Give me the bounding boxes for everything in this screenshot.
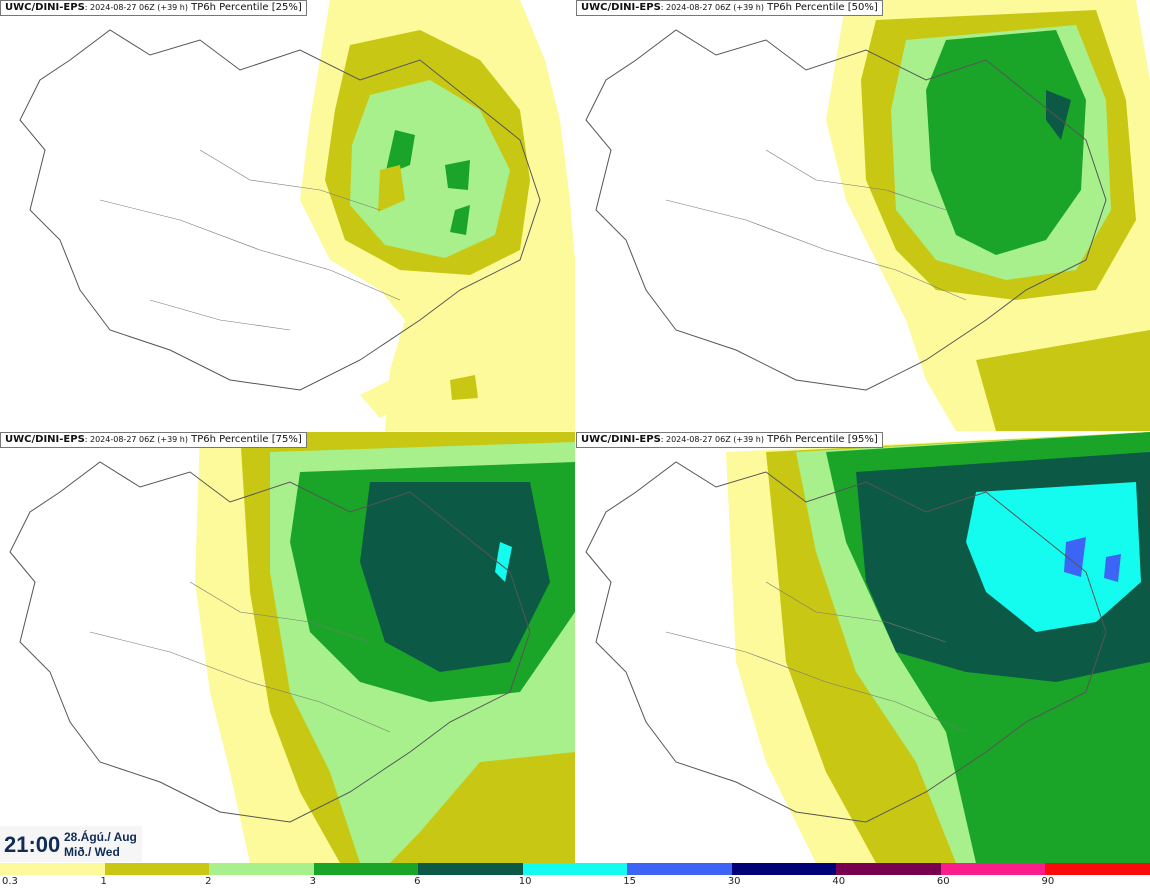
valid-hour: 21:00 <box>4 832 61 857</box>
legend-label: 90 <box>1041 876 1055 887</box>
valid-date: 28.Ágú./ Aug Mið./ Wed <box>64 830 137 860</box>
precip-map-p50 <box>585 0 1150 431</box>
legend-swatch <box>940 863 1046 875</box>
run-info: : 2024-08-27 06Z (+39 h) <box>84 435 188 444</box>
color-legend-bar <box>0 863 1150 875</box>
legend-label: 6 <box>414 876 421 887</box>
map-panel-p50: UWC/DINI-EPS: 2024-08-27 06Z (+39 h) TP6… <box>576 0 1150 431</box>
map-panel-p95: UWC/DINI-EPS: 2024-08-27 06Z (+39 h) TP6… <box>576 432 1150 863</box>
run-info: : 2024-08-27 06Z (+39 h) <box>660 435 764 444</box>
model-name: UWC/DINI-EPS <box>5 2 85 13</box>
legend-swatch <box>731 863 837 875</box>
legend-label: 15 <box>623 876 636 887</box>
product-label: TP6h Percentile [95%] <box>763 434 878 445</box>
map-panel-p75: UWC/DINI-EPS: 2024-08-27 06Z (+39 h) TP6… <box>0 432 575 863</box>
legend-label: 3 <box>309 876 316 887</box>
valid-date-line1: 28.Ágú./ Aug <box>64 830 137 844</box>
valid-time-box: 21:00 28.Ágú./ Aug Mið./ Wed <box>0 826 142 862</box>
run-info: : 2024-08-27 06Z (+39 h) <box>84 3 188 12</box>
product-label: TP6h Percentile [50%] <box>763 2 878 13</box>
legend-label: 30 <box>727 876 741 887</box>
legend-label: 60 <box>936 876 950 887</box>
model-name: UWC/DINI-EPS <box>5 434 85 445</box>
model-name: UWC/DINI-EPS <box>581 434 661 445</box>
product-label: TP6h Percentile [25%] <box>187 2 302 13</box>
legend-label: 10 <box>518 876 532 887</box>
legend-label: 0.3 <box>2 876 18 887</box>
legend-label: 2 <box>205 876 212 887</box>
legend-swatch <box>104 863 210 875</box>
panel-title: UWC/DINI-EPS: 2024-08-27 06Z (+39 h) TP6… <box>576 432 883 448</box>
panel-title: UWC/DINI-EPS: 2024-08-27 06Z (+39 h) TP6… <box>0 432 307 448</box>
precip-map-p75 <box>9 432 575 863</box>
panel-title: UWC/DINI-EPS: 2024-08-27 06Z (+39 h) TP6… <box>0 0 307 16</box>
legend-swatch <box>1045 863 1150 875</box>
precip-map-p95 <box>585 432 1150 863</box>
legend-swatch <box>627 863 732 875</box>
legend-swatch <box>313 863 419 875</box>
run-info: : 2024-08-27 06Z (+39 h) <box>660 3 764 12</box>
product-label: TP6h Percentile [75%] <box>187 434 302 445</box>
model-name: UWC/DINI-EPS <box>581 2 661 13</box>
legend-swatch <box>418 863 523 875</box>
legend-swatch <box>522 863 628 875</box>
legend-swatch <box>836 863 941 875</box>
legend-swatch <box>209 863 314 875</box>
precip-map-p25 <box>19 0 575 431</box>
valid-date-line2: Mið./ Wed <box>64 845 120 859</box>
map-panel-p25: UWC/DINI-EPS: 2024-08-27 06Z (+39 h) TP6… <box>0 0 575 431</box>
legend-label: 40 <box>832 876 846 887</box>
legend-swatch <box>0 863 105 875</box>
color-legend-labels: 0.3 1 2 3 6 10 15 30 40 60 90 <box>0 876 1150 891</box>
panel-title: UWC/DINI-EPS: 2024-08-27 06Z (+39 h) TP6… <box>576 0 883 16</box>
legend-label: 1 <box>100 876 107 887</box>
